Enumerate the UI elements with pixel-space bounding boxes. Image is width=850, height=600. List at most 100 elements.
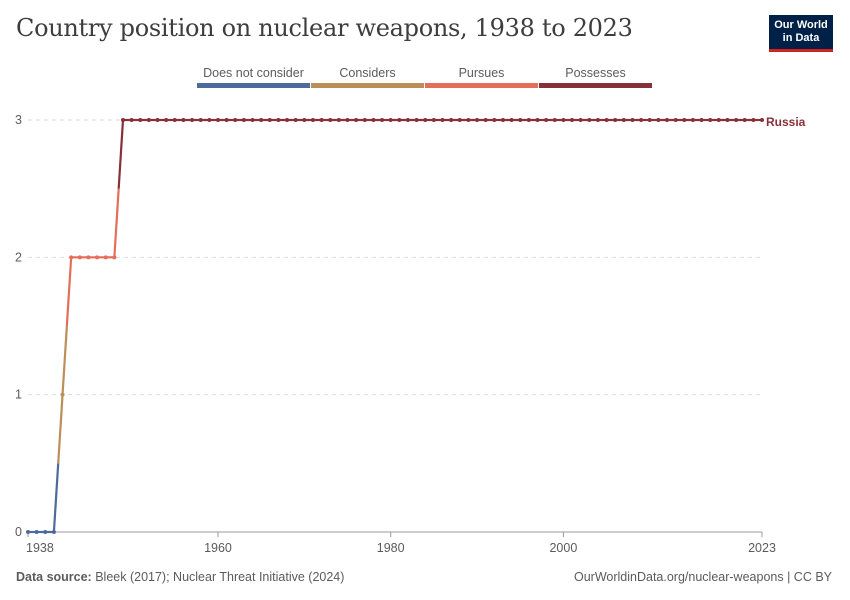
data-point[interactable]: [138, 118, 143, 122]
data-point[interactable]: [207, 118, 212, 122]
data-point[interactable]: [716, 118, 721, 122]
data-point[interactable]: [699, 118, 704, 122]
data-point[interactable]: [423, 118, 428, 122]
data-point[interactable]: [647, 118, 652, 122]
data-point[interactable]: [336, 118, 341, 122]
data-point[interactable]: [233, 118, 238, 122]
data-point[interactable]: [112, 255, 117, 260]
data-point[interactable]: [578, 118, 583, 122]
data-point[interactable]: [414, 118, 419, 122]
data-point[interactable]: [734, 118, 739, 122]
data-point[interactable]: [665, 118, 670, 122]
series-segment: [61, 325, 68, 395]
series-lines: [28, 118, 762, 534]
data-point[interactable]: [621, 118, 626, 122]
data-point[interactable]: [146, 118, 151, 122]
data-point[interactable]: [354, 118, 359, 122]
data-point[interactable]: [34, 530, 39, 534]
data-point[interactable]: [613, 118, 618, 122]
data-point[interactable]: [215, 118, 220, 122]
data-point[interactable]: [198, 118, 203, 122]
data-point[interactable]: [77, 255, 82, 260]
data-point[interactable]: [371, 118, 376, 122]
data-point[interactable]: [95, 255, 100, 260]
data-point[interactable]: [302, 118, 307, 122]
y-axis: 0 1 2 3: [15, 113, 22, 539]
data-source-text: Bleek (2017); Nuclear Threat Initiative …: [95, 570, 345, 584]
data-point[interactable]: [509, 118, 514, 122]
data-point[interactable]: [552, 118, 557, 122]
data-point[interactable]: [742, 118, 747, 122]
data-point[interactable]: [276, 118, 281, 122]
data-point[interactable]: [587, 118, 592, 122]
data-point[interactable]: [673, 118, 678, 122]
data-point[interactable]: [155, 118, 160, 122]
data-point[interactable]: [69, 255, 74, 260]
data-point[interactable]: [397, 118, 402, 122]
data-point[interactable]: [518, 118, 523, 122]
data-point[interactable]: [120, 118, 125, 122]
series-segment: [117, 119, 125, 189]
data-point[interactable]: [293, 118, 298, 122]
data-point[interactable]: [449, 118, 454, 122]
data-point[interactable]: [544, 118, 549, 122]
data-point[interactable]: [190, 118, 195, 122]
data-point[interactable]: [457, 118, 462, 122]
data-point[interactable]: [595, 118, 600, 122]
data-point[interactable]: [751, 118, 756, 122]
data-point[interactable]: [690, 118, 695, 122]
series-segment: [65, 257, 73, 327]
data-point[interactable]: [500, 118, 505, 122]
y-tick-label-1: 1: [15, 388, 22, 402]
legend-label-3: Possesses: [565, 66, 625, 80]
data-point[interactable]: [285, 118, 290, 122]
data-point[interactable]: [656, 118, 661, 122]
data-point[interactable]: [319, 118, 324, 122]
data-point[interactable]: [526, 118, 531, 122]
data-point[interactable]: [310, 118, 315, 122]
data-point[interactable]: [164, 118, 169, 122]
data-point[interactable]: [561, 118, 566, 122]
data-point[interactable]: [431, 118, 436, 122]
data-point[interactable]: [328, 118, 333, 122]
data-point[interactable]: [172, 118, 177, 122]
data-point[interactable]: [362, 118, 367, 122]
data-point[interactable]: [380, 118, 385, 122]
data-point[interactable]: [440, 118, 445, 122]
data-point[interactable]: [708, 118, 713, 122]
data-point[interactable]: [250, 118, 255, 122]
series-label-0[interactable]: Russia: [766, 115, 806, 129]
data-point[interactable]: [43, 530, 48, 534]
data-point[interactable]: [760, 118, 764, 122]
data-point[interactable]: [86, 255, 91, 260]
data-point[interactable]: [103, 255, 108, 260]
data-point[interactable]: [259, 118, 264, 122]
data-point[interactable]: [639, 118, 644, 122]
data-point[interactable]: [129, 118, 134, 122]
data-point[interactable]: [466, 118, 471, 122]
data-point[interactable]: [60, 392, 65, 397]
data-point[interactable]: [535, 118, 540, 122]
data-point[interactable]: [483, 118, 488, 122]
data-point[interactable]: [682, 118, 687, 122]
data-point[interactable]: [475, 118, 480, 122]
data-point[interactable]: [725, 118, 730, 122]
data-point[interactable]: [241, 118, 246, 122]
data-point[interactable]: [604, 118, 609, 122]
data-point[interactable]: [26, 530, 30, 534]
data-point[interactable]: [388, 118, 393, 122]
data-point[interactable]: [224, 118, 229, 122]
data-point[interactable]: [630, 118, 635, 122]
data-point[interactable]: [570, 118, 575, 122]
data-point[interactable]: [492, 118, 497, 122]
data-point[interactable]: [51, 530, 56, 534]
data-point[interactable]: [181, 118, 186, 122]
data-point[interactable]: [345, 118, 350, 122]
legend-swatch-1: [311, 83, 424, 88]
data-point[interactable]: [267, 118, 272, 122]
source-url-link[interactable]: OurWorldinData.org/nuclear-weapons | CC …: [574, 570, 832, 584]
owid-logo[interactable]: Our World in Data: [769, 15, 833, 52]
line-chart: Does not consider Considers Pursues Possess…: [15, 66, 806, 555]
x-tick-label-3: 2000: [549, 541, 577, 555]
data-point[interactable]: [405, 118, 410, 122]
